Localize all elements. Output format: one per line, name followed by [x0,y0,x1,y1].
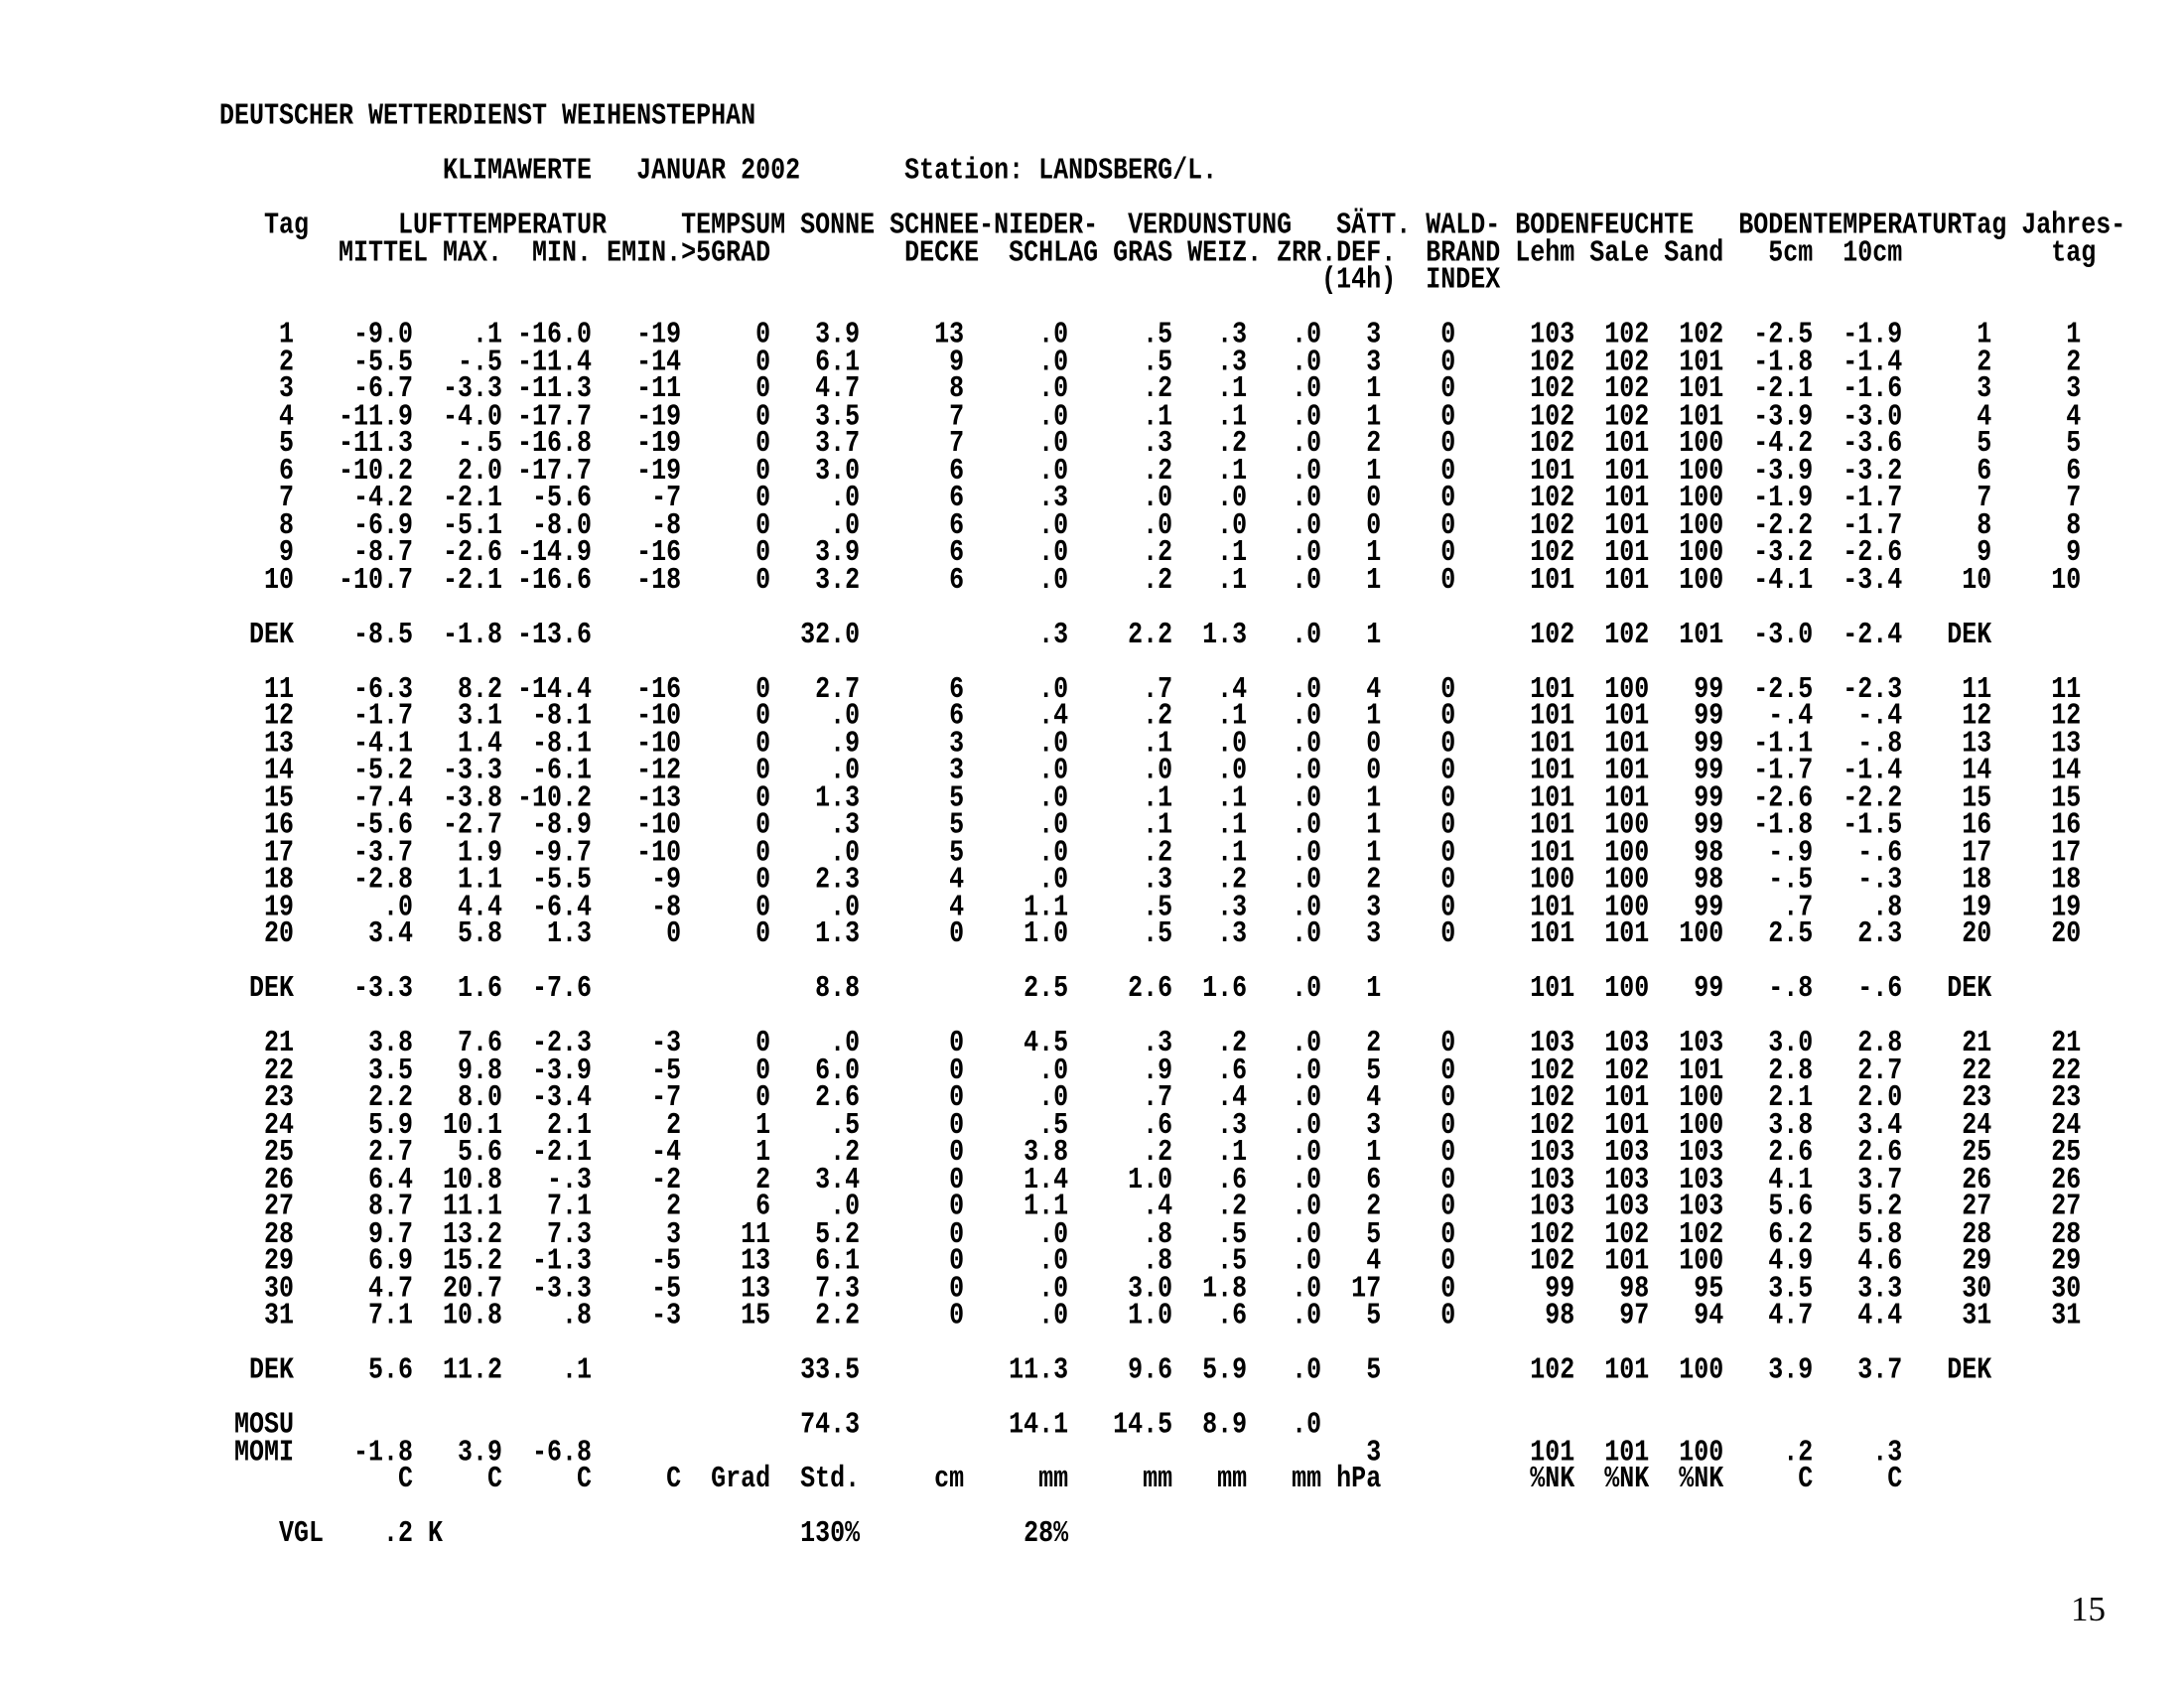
report-agency-line: DEUTSCHER WETTERDIENST WEIHENSTEPHAN [219,98,756,134]
table-day-row: 18 -2.8 1.1 -5.5 -9 0 2.3 4 .0 .3 .2 .0 … [219,861,2082,898]
table-header-row-1: Tag LUFTTEMPERATUR TEMPSUM SONNE SCHNEE-… [219,207,2126,243]
table-day-row: 29 6.9 15.2 -1.3 -5 13 6.1 0 .0 .8 .5 .0… [219,1243,2082,1279]
report-title-line: KLIMAWERTE JANUAR 2002 Station: LANDSBER… [219,153,1218,189]
table-day-row: 13 -4.1 1.4 -8.1 -10 0 .9 3 .0 .1 .0 .0 … [219,725,2082,761]
table-day-row: 27 8.7 11.1 7.1 2 6 .0 0 1.1 .4 .2 .0 2 … [219,1189,2082,1224]
table-dek-row: DEK -8.5 -1.8 -13.6 32.0 .3 2.2 1.3 .0 1… [219,616,2082,652]
table-day-row: 8 -6.9 -5.1 -8.0 -8 0 .0 6 .0 .0 .0 .0 0… [219,506,2082,543]
table-day-row: 10 -10.7 -2.1 -16.6 -18 0 3.2 6 .0 .2 .1… [219,561,2082,598]
table-day-row: 1 -9.0 .1 -16.0 -19 0 3.9 13 .0 .5 .3 .0… [219,316,2082,352]
table-momi-row: MOMI -1.8 3.9 -6.8 3 101 101 100 .2 .3 [219,1434,2082,1470]
table-day-row: 2 -5.5 -.5 -11.4 -14 0 6.1 9 .0 .5 .3 .0… [219,344,2082,379]
table-day-row: 21 3.8 7.6 -2.3 -3 0 .0 0 4.5 .3 .2 .0 2… [219,1025,2082,1060]
table-mosu-row: MOSU 74.3 14.1 14.5 8.9 .0 [219,1406,2082,1443]
table-vgl-row: VGL .2 K 130% 28% [219,1515,1069,1551]
table-day-row: 16 -5.6 -2.7 -8.9 -10 0 .3 5 .0 .1 .1 .0… [219,806,2082,843]
table-day-row: 19 .0 4.4 -6.4 -8 0 .0 4 1.1 .5 .3 .0 3 … [219,889,2082,924]
table-day-row: 5 -11.3 -.5 -16.8 -19 0 3.7 7 .0 .3 .2 .… [219,425,2082,461]
table-day-row: 31 7.1 10.8 .8 -3 15 2.2 0 .0 1.0 .6 .0 … [219,1297,2082,1334]
table-header-row-2: MITTEL MAX. MIN. EMIN.>5GRAD DECKE SCHLA… [219,234,2097,270]
table-day-row: 11 -6.3 8.2 -14.4 -16 0 2.7 6 .0 .7 .4 .… [219,670,2082,706]
table-day-row: 24 5.9 10.1 2.1 2 1 .5 0 .5 .6 .3 .0 3 0… [219,1106,2082,1143]
table-day-row: 23 2.2 8.0 -3.4 -7 0 2.6 0 .0 .7 .4 .0 4… [219,1079,2082,1115]
table-day-row: 20 3.4 5.8 1.3 0 0 1.3 0 1.0 .5 .3 .0 3 … [219,915,2082,951]
table-day-row: 22 3.5 9.8 -3.9 -5 0 6.0 0 .0 .9 .6 .0 5… [219,1052,2082,1088]
table-day-row: 14 -5.2 -3.3 -6.1 -12 0 .0 3 .0 .0 .0 .0… [219,752,2082,788]
table-day-row: 30 4.7 20.7 -3.3 -5 13 7.3 0 .0 3.0 1.8 … [219,1270,2082,1306]
table-day-row: 17 -3.7 1.9 -9.7 -10 0 .0 5 .0 .2 .1 .0 … [219,834,2082,870]
table-header-row-3: (14h) INDEX [219,261,1501,298]
table-day-row: 3 -6.7 -3.3 -11.3 -11 0 4.7 8 .0 .2 .1 .… [219,370,2082,406]
table-day-row: 15 -7.4 -3.8 -10.2 -13 0 1.3 5 .0 .1 .1 … [219,779,2082,815]
climate-report-text: DEUTSCHER WETTERDIENST WEIHENSTEPHAN KLI… [219,98,2126,1551]
table-day-row: 26 6.4 10.8 -.3 -2 2 3.4 0 1.4 1.0 .6 .0… [219,1161,2082,1197]
page-number: 15 [2071,1590,2106,1628]
table-day-row: 9 -8.7 -2.6 -14.9 -16 0 3.9 6 .0 .2 .1 .… [219,534,2082,570]
table-day-row: 4 -11.9 -4.0 -17.7 -19 0 3.5 7 .0 .1 .1 … [219,398,2082,434]
table-day-row: 28 9.7 13.2 7.3 3 11 5.2 0 .0 .8 .5 .0 5… [219,1215,2082,1251]
table-day-row: 25 2.7 5.6 -2.1 -4 1 .2 0 3.8 .2 .1 .0 1… [219,1134,2082,1170]
table-day-row: 7 -4.2 -2.1 -5.6 -7 0 .0 6 .3 .0 .0 .0 0… [219,480,2082,515]
table-units-row: C C C C Grad Std. cm mm mm mm mm hPa %NK… [219,1461,2082,1496]
table-dek-row: DEK 5.6 11.2 .1 33.5 11.3 9.6 5.9 .0 5 1… [219,1351,2082,1388]
table-dek-row: DEK -3.3 1.6 -7.6 8.8 2.5 2.6 1.6 .0 1 1… [219,970,2082,1006]
table-day-row: 6 -10.2 2.0 -17.7 -19 0 3.0 6 .0 .2 .1 .… [219,452,2082,489]
table-day-row: 12 -1.7 3.1 -8.1 -10 0 .0 6 .4 .2 .1 .0 … [219,698,2082,734]
